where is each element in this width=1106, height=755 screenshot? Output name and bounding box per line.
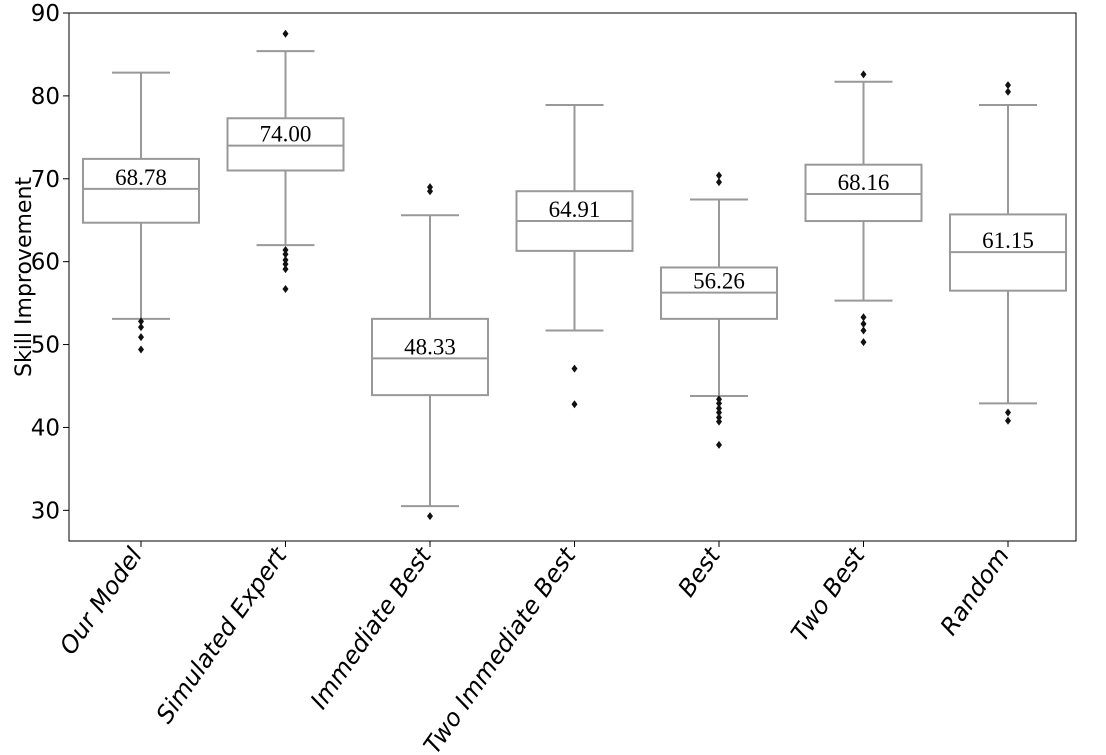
outlier-point xyxy=(427,183,433,192)
x-category-label: Simulated Expert xyxy=(150,541,293,728)
outlier-point xyxy=(138,317,144,326)
median-value-label: 56.26 xyxy=(693,269,745,294)
y-axis-title: Skill Improvement xyxy=(12,177,37,377)
outlier-point xyxy=(571,364,578,373)
outlier-point xyxy=(1005,416,1011,425)
box-group: 48.33 xyxy=(371,183,489,521)
box-group: 68.78 xyxy=(82,71,200,354)
median-value-label: 48.33 xyxy=(404,334,456,359)
outlier-point xyxy=(1005,87,1011,96)
outlier-point xyxy=(427,512,433,521)
median-value-label: 68.78 xyxy=(115,165,167,190)
plot-area-frame xyxy=(68,12,1077,542)
outlier-point xyxy=(282,250,289,259)
outlier-point xyxy=(427,187,433,196)
outlier-point xyxy=(860,338,867,347)
y-tick-label: 70 xyxy=(31,167,60,193)
x-category-label: Our Model xyxy=(54,542,148,660)
y-tick-label: 90 xyxy=(31,1,60,27)
median-value-label: 68.16 xyxy=(838,170,890,195)
x-category-label: Best xyxy=(672,541,726,602)
outlier-point xyxy=(716,178,722,187)
outlier-point xyxy=(716,399,722,408)
box-group: 68.16 xyxy=(804,70,923,347)
outlier-point xyxy=(282,260,289,269)
outlier-point xyxy=(1005,408,1011,417)
outlier-point xyxy=(282,265,289,274)
y-tick-label: 40 xyxy=(31,415,60,441)
x-category-label: Two Immediate Best xyxy=(418,541,582,755)
outlier-point xyxy=(716,417,722,426)
iqr-box xyxy=(804,163,923,223)
x-category-label: Immediate Best xyxy=(305,541,438,714)
outlier-point xyxy=(1005,81,1011,90)
median-value-label: 61.15 xyxy=(982,228,1034,253)
outlier-point xyxy=(138,345,144,354)
box-group: 56.26 xyxy=(660,171,778,449)
outlier-point xyxy=(716,440,722,449)
outlier-point xyxy=(571,400,578,409)
outlier-point xyxy=(138,333,144,342)
outlier-point xyxy=(860,326,867,335)
y-axis: 30 40 50 60 70 80 90 xyxy=(31,1,69,524)
box-group: 61.15 xyxy=(949,81,1067,425)
outlier-point xyxy=(282,256,289,265)
outlier-point xyxy=(716,413,722,422)
box-group: 64.91 xyxy=(515,104,634,409)
y-tick-label: 50 xyxy=(31,333,60,359)
boxes-layer: 68.78 74.00 48.33 64.91 56.26 68.16 61.15 xyxy=(82,29,1067,521)
y-tick-label: 60 xyxy=(31,250,60,276)
y-tick-label: 80 xyxy=(31,84,60,110)
outlier-point xyxy=(716,408,722,417)
outlier-point xyxy=(282,246,289,255)
y-tick-label: 30 xyxy=(31,498,60,524)
outlier-point xyxy=(860,70,867,79)
outlier-point xyxy=(716,404,722,413)
outlier-point xyxy=(282,285,289,294)
median-value-label: 64.91 xyxy=(549,197,601,222)
x-category-label: Two Best xyxy=(786,541,872,647)
iqr-box xyxy=(226,117,345,172)
iqr-box xyxy=(82,157,200,224)
box-group: 74.00 xyxy=(226,29,345,294)
outlier-point xyxy=(716,395,722,404)
outlier-point xyxy=(282,29,289,38)
median-value-label: 74.00 xyxy=(260,122,312,147)
iqr-box xyxy=(371,317,489,397)
x-category-label: Random xyxy=(935,542,1015,640)
outlier-point xyxy=(860,313,867,322)
x-axis: Our Model Simulated Expert Immediate BestT… xyxy=(54,541,1015,755)
outlier-point xyxy=(138,323,144,332)
outlier-point xyxy=(860,319,867,328)
outlier-point xyxy=(716,171,722,180)
